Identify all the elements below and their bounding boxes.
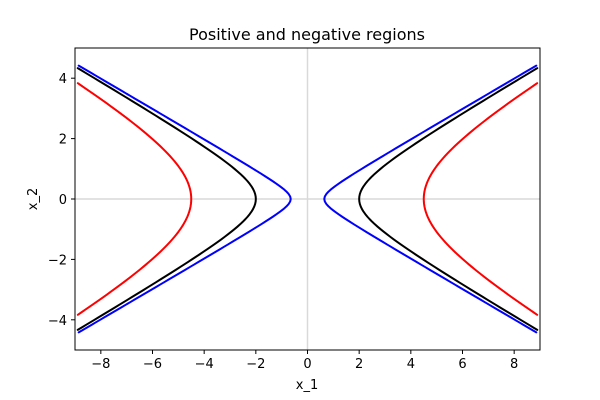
chart-title: Positive and negative regions <box>189 25 425 44</box>
x-tick-label: −6 <box>143 357 162 372</box>
reference-lines <box>75 48 540 350</box>
x-tick-label: 0 <box>303 357 311 372</box>
series-curves <box>76 64 539 334</box>
series-1-branch-left <box>76 67 257 331</box>
x-tick-label: −8 <box>91 357 110 372</box>
x-tick-label: −4 <box>195 357 214 372</box>
y-tick-label: 0 <box>59 193 67 208</box>
y-tick-label: −2 <box>48 253 67 268</box>
y-axis-label: x_2 <box>26 188 41 210</box>
series-2-branch-left <box>77 64 292 334</box>
series-1-branch-right <box>358 67 539 331</box>
x-tick-label: 8 <box>510 357 518 372</box>
x-tick-label: 2 <box>355 357 363 372</box>
x-axis-ticks: −8 −6 −4 −2 0 2 4 6 8 <box>91 350 518 372</box>
series-0-branch-left <box>76 82 193 316</box>
x-tick-label: −2 <box>246 357 265 372</box>
x-tick-label: 6 <box>458 357 466 372</box>
series-2-branch-right <box>323 64 538 334</box>
y-tick-label: 2 <box>59 133 67 148</box>
x-tick-label: 4 <box>407 357 415 372</box>
y-axis-ticks: −4 −2 0 2 4 <box>48 72 75 329</box>
x-axis-label: x_1 <box>296 378 318 393</box>
y-tick-label: 4 <box>59 72 67 87</box>
series-0-branch-right <box>422 82 539 316</box>
y-tick-label: −4 <box>48 314 67 329</box>
